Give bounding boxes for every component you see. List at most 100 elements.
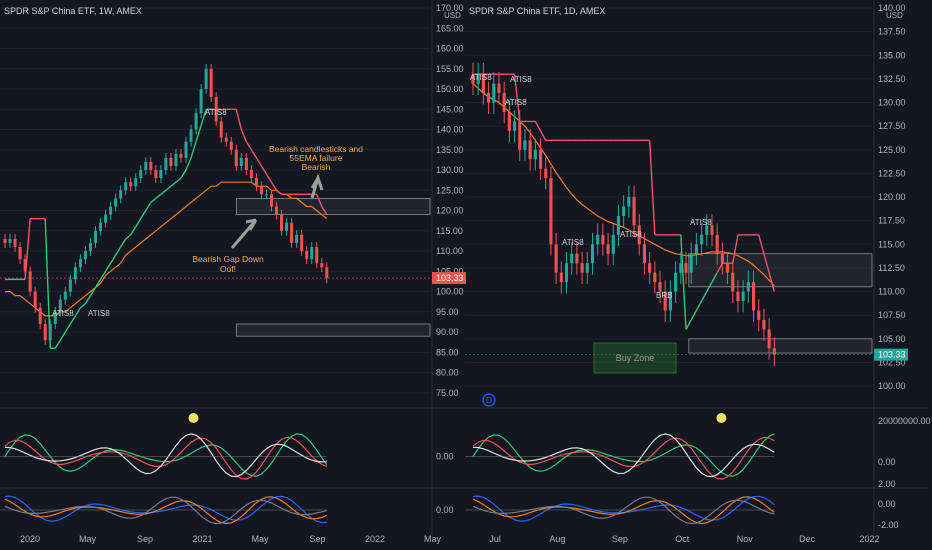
- y-tick-label: 130.00: [436, 165, 464, 175]
- candle-body: [124, 182, 128, 191]
- signal-label: ATIS8: [562, 238, 584, 247]
- candle-body: [689, 253, 693, 273]
- candle-body: [679, 263, 683, 273]
- y-tick-label: 122.50: [878, 168, 906, 178]
- annotation-text: Oof!: [220, 264, 236, 274]
- candle-body: [68, 279, 72, 292]
- oscillator-line: [4, 433, 327, 478]
- resistance-zone: [688, 253, 873, 288]
- oscillator-line: [472, 436, 775, 480]
- candle-body: [129, 182, 133, 187]
- supertrend-segment: [69, 315, 76, 325]
- supertrend-segment: [763, 253, 770, 273]
- currency-label: USD: [444, 11, 461, 20]
- y-tick-label: 100.00: [878, 381, 906, 391]
- candle-body: [184, 141, 188, 158]
- supertrend-segment: [125, 234, 132, 240]
- candle-body: [653, 272, 657, 283]
- x-tick-label: Oct: [675, 534, 690, 544]
- currency-label: USD: [886, 11, 903, 20]
- y-tick-label: 130.00: [878, 98, 906, 108]
- supertrend-segment: [534, 121, 542, 132]
- supertrend-segment: [716, 262, 723, 274]
- supertrend-segment: [316, 194, 323, 207]
- dividend-marker: [482, 393, 496, 407]
- y-tick-label: 75.00: [436, 388, 459, 398]
- indicator-axis-label: 20000000.00: [878, 416, 931, 426]
- supertrend-segment: [250, 149, 258, 159]
- signal-label: ATIS8: [88, 309, 110, 318]
- candle-body: [590, 244, 595, 264]
- candle-body: [684, 263, 688, 273]
- candle-body: [487, 93, 491, 103]
- candle-body: [668, 291, 672, 311]
- candle-body: [497, 83, 501, 94]
- candle-body: [23, 259, 27, 272]
- candle-body: [736, 291, 740, 302]
- buy-zone-box: [593, 342, 677, 374]
- annotation-arrow: [230, 218, 258, 249]
- supertrend-segment: [270, 181, 278, 191]
- candle-body: [269, 194, 273, 207]
- candle-body: [315, 247, 319, 264]
- candle-body: [28, 271, 32, 292]
- candle-body: [559, 272, 563, 283]
- candle-body: [305, 251, 309, 260]
- candle-body: [43, 323, 47, 341]
- supertrend-segment: [150, 197, 157, 203]
- candle-body: [533, 149, 537, 160]
- candle-body: [746, 282, 750, 292]
- candle-body: [38, 307, 42, 324]
- candle-body: [471, 74, 475, 84]
- y-tick-label: 140.00: [436, 125, 464, 135]
- candle-body: [705, 225, 709, 235]
- supertrend-segment: [84, 295, 92, 305]
- candle-body: [229, 141, 233, 150]
- last-price-badge: [432, 272, 466, 285]
- supertrend-segment: [695, 300, 703, 311]
- y-tick-label: 132.50: [878, 74, 906, 84]
- candle-body: [320, 263, 324, 268]
- right-chart-panel: 140.00 137.50 135.00 132.50 130.00 127.50 125.…: [465, 0, 931, 544]
- y-tick-label: 110.00: [436, 246, 463, 256]
- candle-body: [762, 319, 766, 330]
- candle-body: [214, 97, 218, 122]
- candle-body: [169, 157, 173, 166]
- candle-body: [549, 178, 553, 245]
- y-tick-label: 90.00: [436, 327, 459, 337]
- y-tick-label: 140.00: [878, 3, 906, 13]
- indicator-axis-label: 0.00: [436, 452, 454, 462]
- y-tick-label: 170.00: [436, 3, 464, 13]
- candle-body: [518, 121, 522, 150]
- x-tick-label: Nov: [737, 534, 754, 544]
- supertrend-segment: [170, 181, 177, 187]
- supertrend-segment: [155, 193, 162, 199]
- supertrend-segment: [89, 287, 97, 296]
- candle-body: [83, 251, 87, 260]
- supertrend-segment: [64, 323, 71, 333]
- candle-body: [570, 253, 574, 264]
- candle-body: [648, 263, 652, 273]
- y-tick-label: 120.00: [436, 206, 464, 216]
- supertrend-segment: [185, 157, 192, 171]
- candle-body: [53, 311, 57, 324]
- annotation-text: 55EMA failure: [290, 153, 343, 163]
- supertrend-segment: [513, 74, 521, 122]
- candle-body: [219, 121, 223, 138]
- y-tick-label: 135.00: [878, 50, 906, 60]
- candle-body: [554, 244, 558, 273]
- y-tick-label: 165.00: [436, 23, 464, 33]
- candle-body: [642, 244, 646, 264]
- candle-body: [189, 129, 193, 142]
- supertrend-segment: [706, 281, 713, 292]
- y-tick-label: 150.00: [436, 84, 464, 94]
- y-tick-label: 135.00: [436, 145, 464, 155]
- candle-body: [33, 291, 37, 308]
- x-tick-label: 2022: [860, 534, 880, 544]
- last-price-label: 103.33: [878, 350, 906, 360]
- supertrend-segment: [255, 157, 263, 167]
- candle-body: [580, 263, 584, 273]
- annotation-text: Bearish Gap Down: [192, 254, 264, 264]
- candle-body: [139, 170, 143, 179]
